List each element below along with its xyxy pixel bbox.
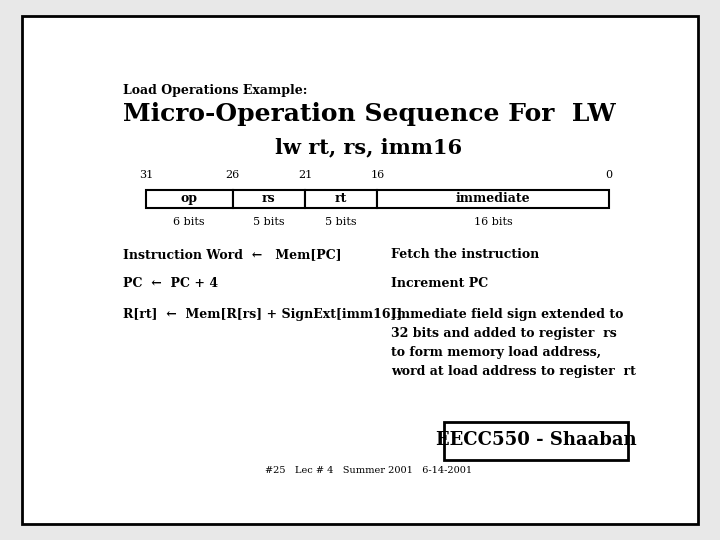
Bar: [233, 190, 305, 208]
Text: 16 bits: 16 bits: [474, 217, 513, 227]
Text: Increment PC: Increment PC: [392, 277, 489, 290]
Text: 31: 31: [139, 171, 153, 180]
Text: Micro-Operation Sequence For  LW: Micro-Operation Sequence For LW: [124, 102, 616, 126]
Text: 16: 16: [370, 171, 384, 180]
Text: rt: rt: [335, 192, 347, 205]
Text: Instruction Word  ←   Mem[PC]: Instruction Word ← Mem[PC]: [124, 248, 342, 261]
Text: immediate: immediate: [456, 192, 531, 205]
Text: #25   Lec # 4   Summer 2001   6-14-2001: #25 Lec # 4 Summer 2001 6-14-2001: [266, 465, 472, 475]
Text: op: op: [181, 192, 198, 205]
Bar: [305, 190, 377, 208]
Bar: [145, 190, 233, 208]
Text: Immediate field sign extended to
32 bits and added to register  rs
to form memor: Immediate field sign extended to 32 bits…: [392, 308, 636, 378]
Text: 21: 21: [298, 171, 312, 180]
FancyBboxPatch shape: [444, 422, 629, 460]
Bar: [377, 190, 609, 208]
Text: 26: 26: [225, 171, 240, 180]
Text: EECC550 - Shaaban: EECC550 - Shaaban: [436, 431, 636, 449]
Text: rs: rs: [262, 192, 276, 205]
Text: Fetch the instruction: Fetch the instruction: [392, 248, 539, 261]
Text: 5 bits: 5 bits: [253, 217, 284, 227]
Text: 0: 0: [606, 171, 613, 180]
Text: PC  ←  PC + 4: PC ← PC + 4: [124, 277, 219, 290]
Text: 5 bits: 5 bits: [325, 217, 357, 227]
Text: Load Operations Example:: Load Operations Example:: [124, 84, 308, 97]
Text: 6 bits: 6 bits: [174, 217, 205, 227]
Text: lw rt, rs, imm16: lw rt, rs, imm16: [276, 138, 462, 158]
Text: R[rt]  ←  Mem[R[rs] + SignExt[imm16]]: R[rt] ← Mem[R[rs] + SignExt[imm16]]: [124, 308, 402, 321]
